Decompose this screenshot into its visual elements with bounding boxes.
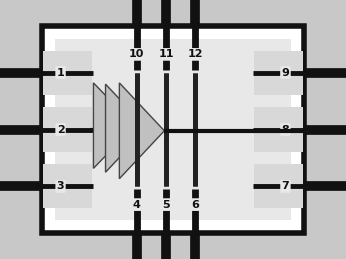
Text: 7: 7 (282, 182, 289, 191)
Text: 5: 5 (162, 200, 170, 210)
Polygon shape (106, 84, 147, 172)
FancyBboxPatch shape (43, 51, 92, 95)
FancyBboxPatch shape (43, 164, 92, 208)
Polygon shape (93, 83, 135, 168)
Text: 1: 1 (57, 68, 64, 77)
Polygon shape (119, 83, 164, 179)
Text: 2: 2 (57, 125, 64, 134)
Bar (55, 39, 291, 220)
Text: 4: 4 (133, 200, 140, 210)
FancyBboxPatch shape (254, 51, 303, 95)
Text: 10: 10 (129, 49, 144, 59)
Text: 3: 3 (57, 182, 64, 191)
FancyBboxPatch shape (42, 26, 304, 233)
Text: 12: 12 (188, 49, 203, 59)
FancyBboxPatch shape (254, 107, 303, 152)
Text: 11: 11 (158, 49, 174, 59)
Text: 6: 6 (192, 200, 199, 210)
Text: 9: 9 (282, 68, 289, 77)
Text: 8: 8 (282, 125, 289, 134)
FancyBboxPatch shape (43, 107, 92, 152)
FancyBboxPatch shape (254, 164, 303, 208)
